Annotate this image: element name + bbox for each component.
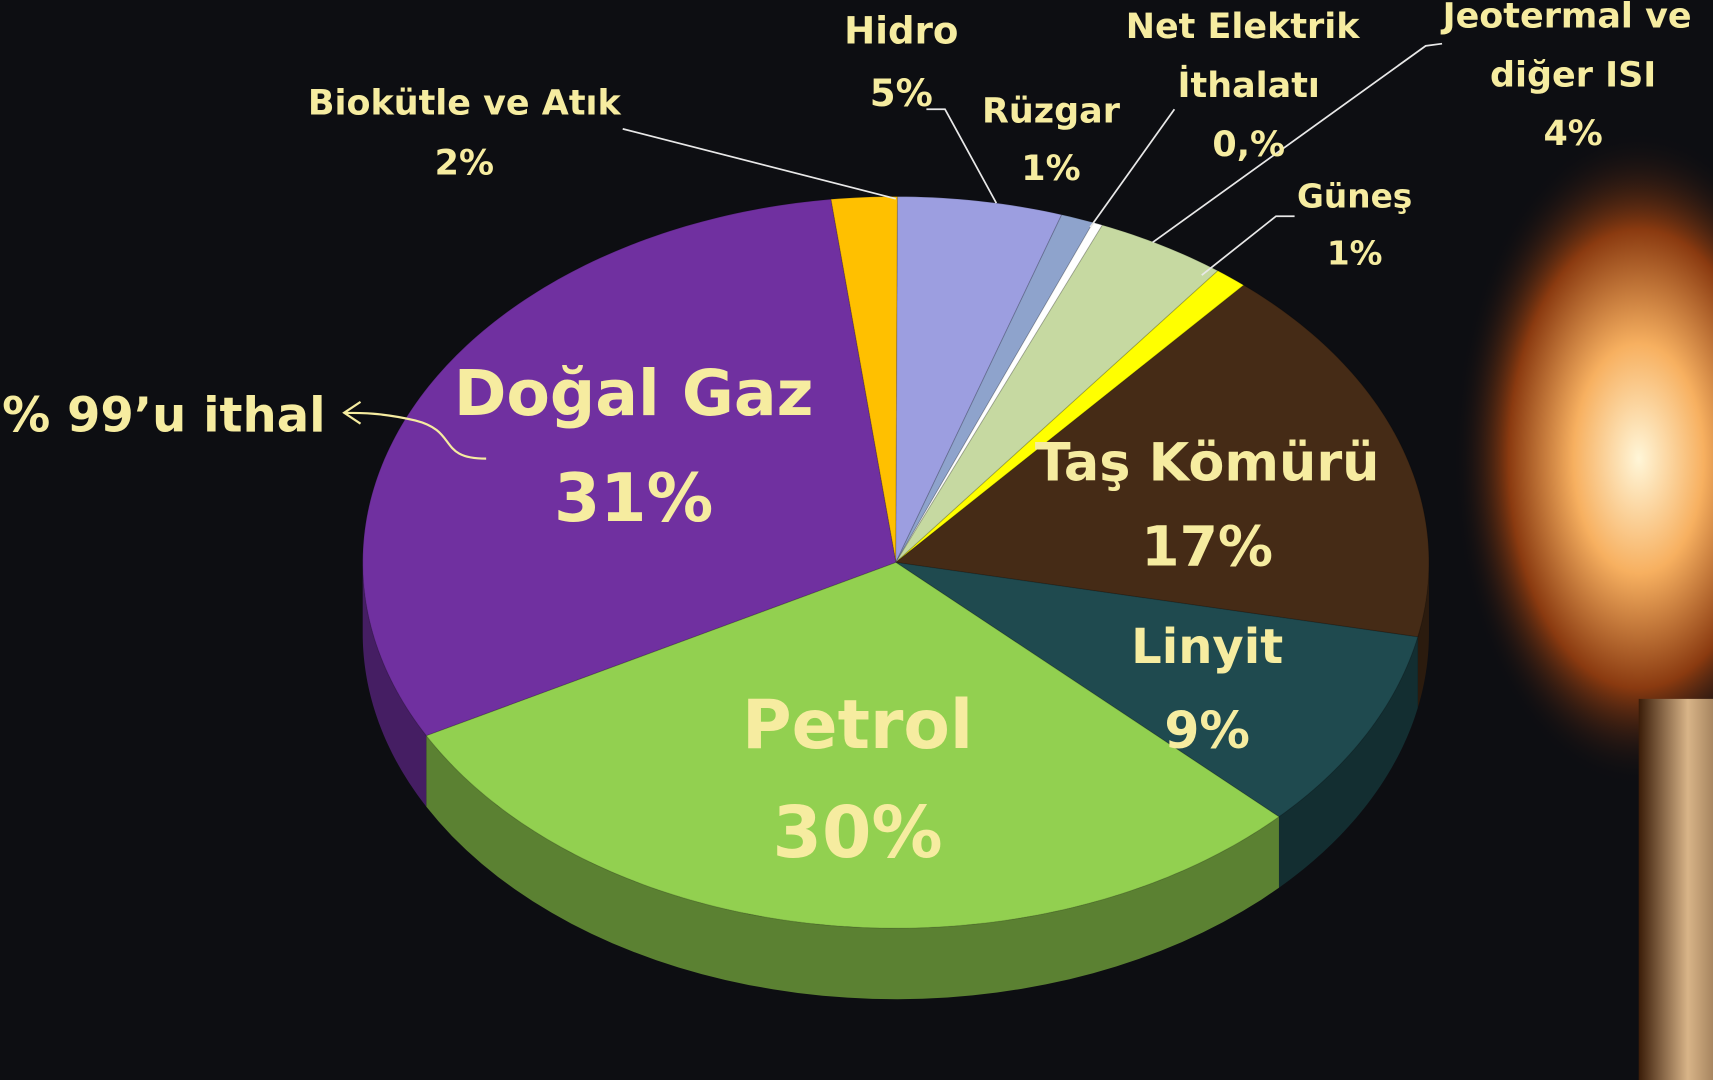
labels: % 99’u ithal Biokütle ve Atık 2% Hidro 5% Rü…	[2, 0, 1704, 874]
slice	[895, 196, 1063, 563]
slice-side	[426, 735, 1279, 1000]
leader-line	[622, 128, 897, 200]
value-label: 30%	[772, 791, 942, 874]
slice	[894, 284, 1430, 638]
slice-side	[1417, 562, 1429, 708]
slice-label: Güneş	[1297, 177, 1412, 215]
value-label: 1%	[1021, 149, 1080, 189]
slice-side	[1278, 636, 1418, 888]
slice	[895, 561, 1419, 818]
slice-label: Rüzgar	[982, 91, 1121, 131]
annotation-arrow	[342, 400, 487, 460]
slice	[425, 561, 1280, 929]
slice-label: Linyit	[1131, 619, 1283, 675]
value-label: 9%	[1164, 701, 1250, 760]
slice-side	[362, 562, 427, 807]
slice	[830, 196, 899, 563]
value-label: 2%	[435, 144, 494, 184]
slice	[895, 224, 1219, 563]
value-label: 0,%	[1212, 125, 1285, 165]
leader-line	[1089, 108, 1176, 228]
background-flame	[1453, 131, 1713, 1080]
slice	[362, 198, 897, 737]
value-label: 4%	[1543, 114, 1602, 154]
annotation: % 99’u ithal	[2, 387, 326, 443]
value-label: 5%	[870, 72, 933, 115]
slice-label: Taş Kömürü	[1035, 432, 1380, 493]
pie	[362, 42, 1443, 1000]
slice-label: Jeotermal ve diğer ISI	[1441, 0, 1704, 95]
value-label: 31%	[554, 459, 713, 537]
leader-line	[926, 108, 998, 204]
slice-label: Biokütle ve Atık	[308, 84, 622, 124]
slice-label: Petrol	[742, 685, 973, 764]
leader-line	[1152, 42, 1443, 244]
value-label: 17%	[1141, 515, 1273, 579]
slice-label: Doğal Gaz	[454, 356, 814, 430]
slice-label: Net Elektrik İthalatı	[1126, 7, 1372, 106]
slice	[895, 270, 1245, 563]
slice	[895, 221, 1104, 563]
value-label: 1%	[1327, 234, 1383, 272]
leader-line	[1201, 215, 1295, 276]
slice-label: Hidro	[844, 10, 958, 53]
